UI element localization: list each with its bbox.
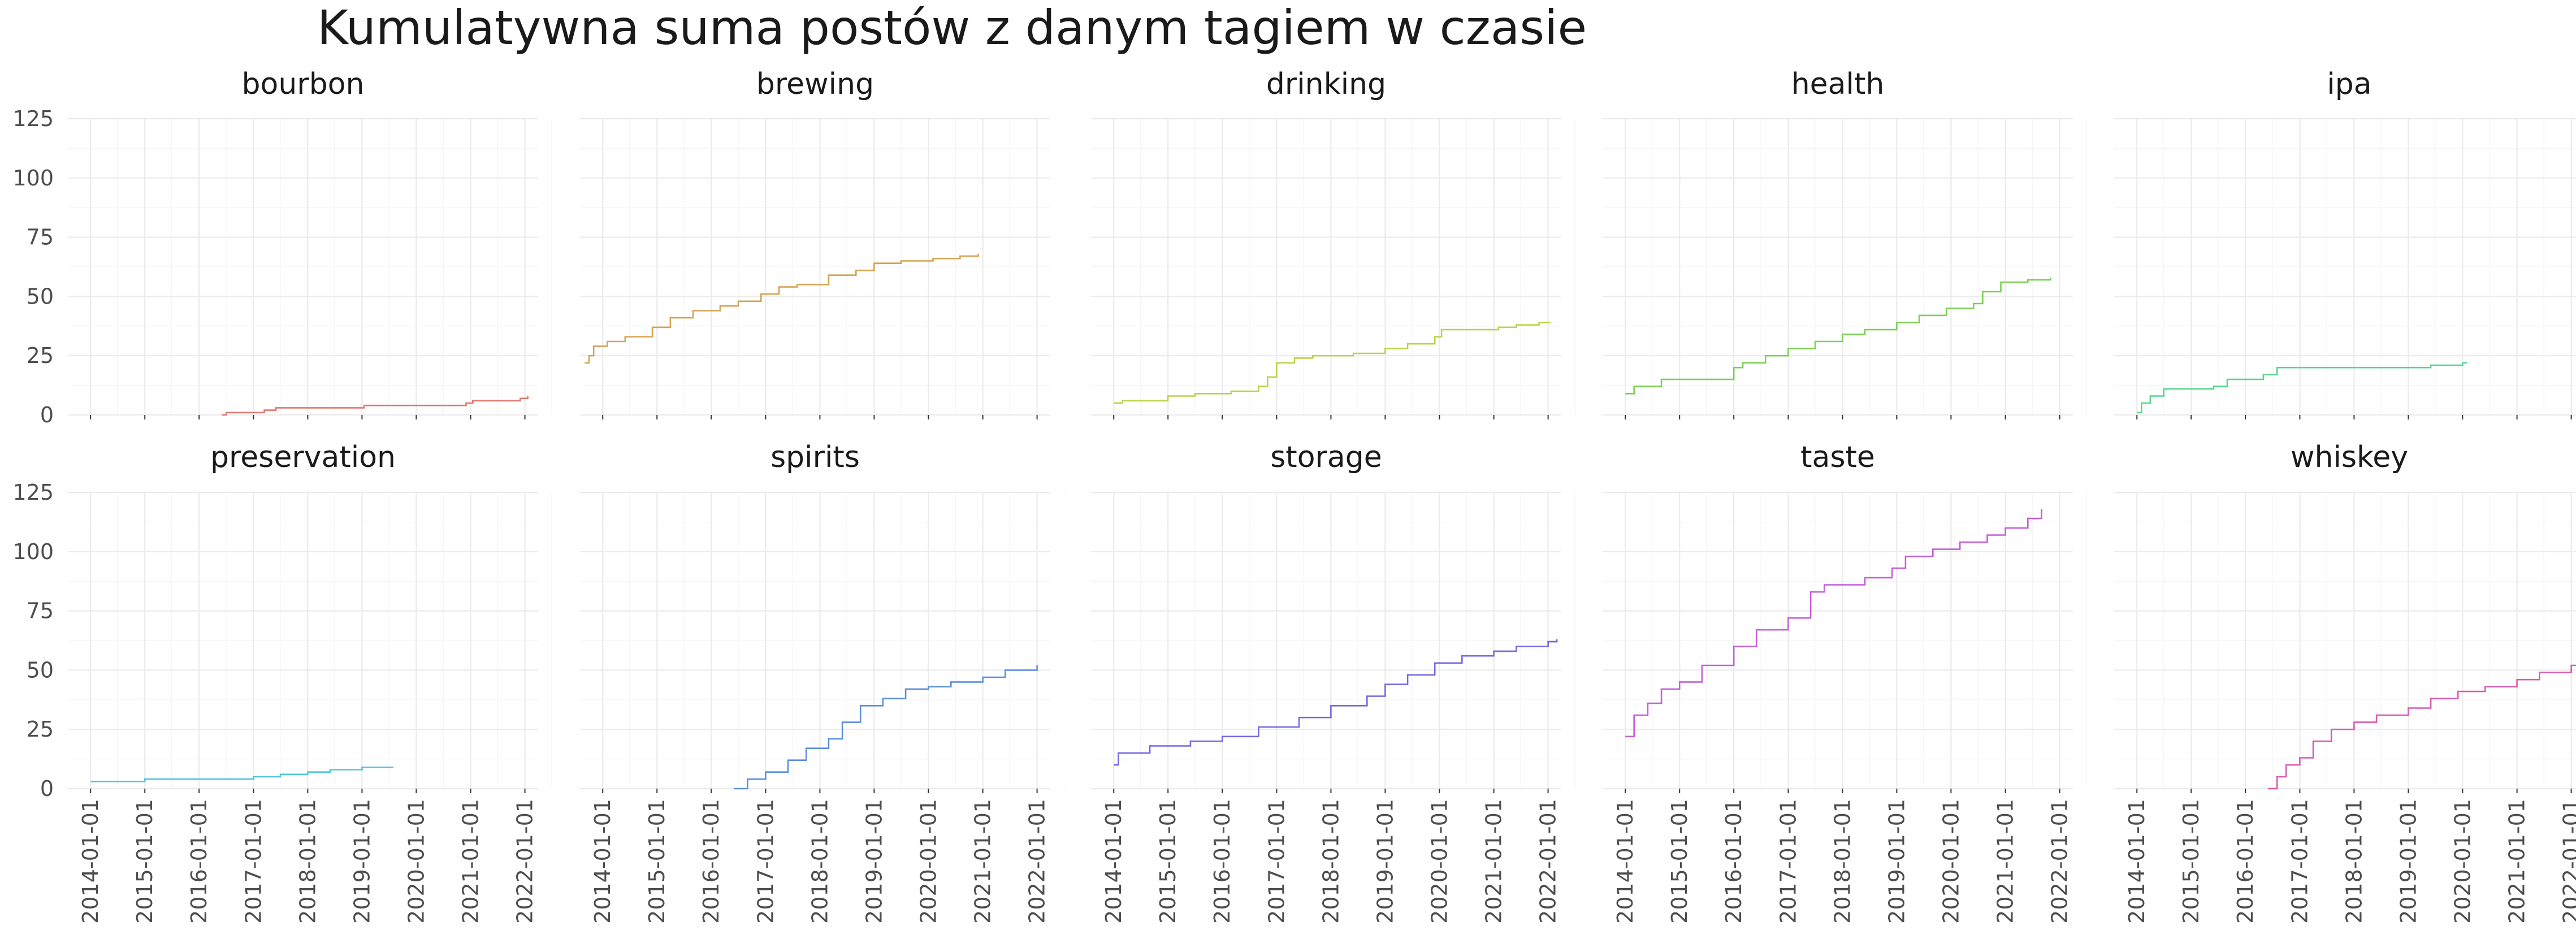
- y-tick-label: 25: [27, 717, 54, 742]
- series-line-storage: [1114, 639, 1558, 766]
- x-tick-label: 2021-01-01: [1482, 799, 1506, 924]
- facet-label: drinking: [1266, 67, 1386, 101]
- series-line-preservation: [90, 767, 394, 782]
- x-tick-label: 2019-01-01: [1373, 799, 1397, 924]
- chart-title: Kumulatywna suma postów z danym tagiem w…: [317, 0, 1587, 55]
- panel-taste: taste 2014-01-01 2015-01-01 2016-01-01 2017-…: [1603, 440, 2087, 924]
- facet-label: taste: [1800, 440, 1875, 474]
- x-tick-label: 2018-01-01: [2341, 799, 2366, 924]
- x-tick-label: 2017-01-01: [241, 799, 266, 924]
- x-tick-label: 2020-01-01: [2450, 799, 2475, 924]
- series-line-spirits: [734, 665, 1038, 790]
- y-tick-label: 25: [27, 343, 54, 368]
- x-tick-label: 2015-01-01: [1667, 799, 1692, 924]
- x-tick-label: 2017-01-01: [1776, 799, 1800, 924]
- x-tick-label: 2022-01-01: [513, 799, 538, 924]
- x-tick-label: 2017-01-01: [753, 799, 778, 924]
- x-tick-label: 2019-01-01: [861, 799, 886, 924]
- facet-label: spirits: [770, 440, 860, 474]
- x-tick-label: 2014-01-01: [2124, 799, 2149, 924]
- x-tick-label: 2015-01-01: [2179, 799, 2203, 924]
- y-tick-label: 75: [27, 599, 54, 624]
- series-line-health: [1625, 277, 2051, 395]
- x-tick-label: 2021-01-01: [971, 799, 995, 924]
- y-tick-label: 125: [12, 480, 54, 505]
- panel-storage: storage 2014-01-01 2015-01-01 2016-01-01 201…: [1091, 440, 1575, 924]
- y-tick-label: 125: [12, 106, 54, 131]
- facet-label: brewing: [756, 67, 874, 101]
- x-tick-label: 2022-01-01: [1536, 799, 1561, 924]
- panel-health: health: [1603, 67, 2087, 419]
- facet-panels: bourbon 0 25 50 75 100 125 brewing drinking healt…: [12, 67, 2576, 924]
- series-line-bourbon: [222, 396, 529, 416]
- y-tick-label: 0: [40, 403, 54, 427]
- x-tick-label: 2020-01-01: [1938, 799, 1963, 924]
- x-tick-label: 2018-01-01: [807, 799, 832, 924]
- x-tick-label: 2018-01-01: [1318, 799, 1343, 924]
- series-line-ipa: [2137, 362, 2467, 414]
- y-tick-label: 50: [27, 657, 54, 682]
- x-tick-label: 2015-01-01: [644, 799, 669, 924]
- x-tick-label: 2019-01-01: [349, 799, 374, 924]
- series-line-whiskey: [2268, 664, 2576, 790]
- x-tick-label: 2021-01-01: [2505, 799, 2530, 924]
- facet-label: preservation: [210, 440, 396, 474]
- x-tick-label: 2020-01-01: [916, 799, 941, 924]
- x-tick-label: 2014-01-01: [1101, 799, 1126, 924]
- panel-whiskey: whiskey 2014-01-01 2015-01-01 2016-01-01 201…: [2114, 440, 2576, 924]
- x-tick-label: 2017-01-01: [1264, 799, 1289, 924]
- x-tick-label: 2021-01-01: [1993, 799, 2018, 924]
- facet-label: whiskey: [2291, 440, 2408, 474]
- panel-drinking: drinking: [1091, 67, 1575, 419]
- y-tick-label: 75: [27, 225, 54, 250]
- y-tick-label: 0: [40, 776, 54, 801]
- x-tick-label: 2022-01-01: [1025, 799, 1050, 924]
- x-tick-label: 2021-01-01: [458, 799, 483, 924]
- x-tick-label: 2016-01-01: [2233, 799, 2258, 924]
- series-line-taste: [1625, 509, 2042, 738]
- x-tick-label: 2014-01-01: [590, 799, 615, 924]
- x-tick-label: 2020-01-01: [1427, 799, 1452, 924]
- x-tick-label: 2017-01-01: [2287, 799, 2312, 924]
- panel-preservation: preservation 0 25 50 75 100 125 2014-01-01 2015-…: [12, 440, 552, 924]
- series-line-brewing: [585, 253, 979, 364]
- x-tick-label: 2015-01-01: [132, 799, 157, 924]
- x-tick-label: 2018-01-01: [1830, 799, 1855, 924]
- series-line-drinking: [1114, 322, 1551, 404]
- x-tick-label: 2022-01-01: [2559, 799, 2576, 924]
- panel-brewing: brewing: [580, 67, 1064, 419]
- facet-label: health: [1791, 67, 1885, 101]
- facet-label: bourbon: [242, 67, 365, 101]
- x-tick-label: 2018-01-01: [295, 799, 320, 924]
- panel-spirits: spirits 2014-01-01 2015-01-01 2016-01-01 201…: [580, 440, 1064, 924]
- x-tick-label: 2019-01-01: [2396, 799, 2421, 924]
- x-tick-label: 2016-01-01: [1721, 799, 1746, 924]
- x-tick-label: 2019-01-01: [1884, 799, 1909, 924]
- x-tick-label: 2016-01-01: [699, 799, 724, 924]
- x-tick-label: 2016-01-01: [1210, 799, 1235, 924]
- x-tick-label: 2016-01-01: [187, 799, 211, 924]
- facet-label: ipa: [2327, 67, 2371, 101]
- x-tick-label: 2014-01-01: [1613, 799, 1638, 924]
- y-tick-label: 50: [27, 284, 54, 309]
- x-tick-label: 2014-01-01: [78, 799, 103, 924]
- y-tick-label: 100: [12, 166, 54, 191]
- y-tick-label: 100: [12, 539, 54, 564]
- panel-ipa: ipa: [2114, 67, 2576, 419]
- x-tick-label: 2022-01-01: [2047, 799, 2072, 924]
- facet-label: storage: [1270, 440, 1382, 474]
- x-tick-label: 2015-01-01: [1155, 799, 1180, 924]
- x-tick-label: 2020-01-01: [404, 799, 428, 924]
- panel-bourbon: bourbon 0 25 50 75 100 125: [12, 67, 552, 427]
